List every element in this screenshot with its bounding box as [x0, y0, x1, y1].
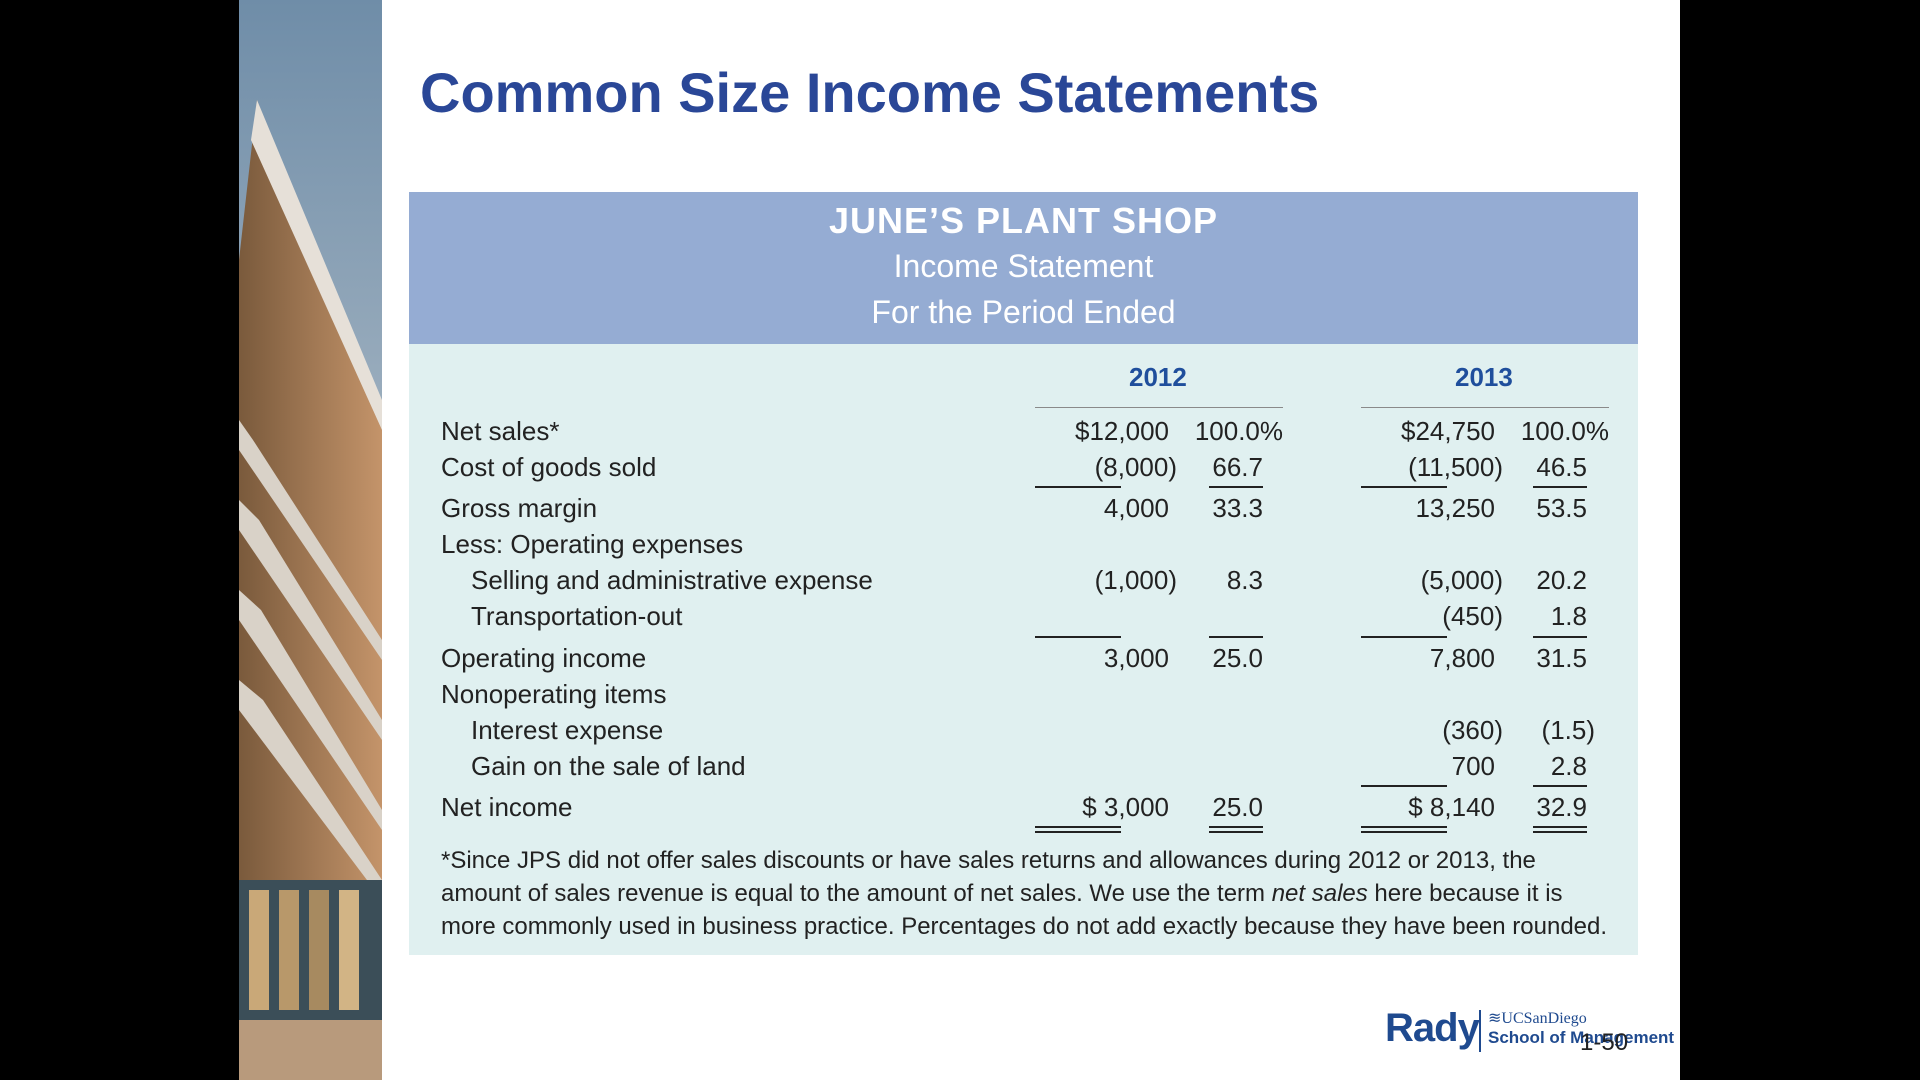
percent-2012: 8.3	[1226, 565, 1263, 595]
row-operating-expenses-heading: Less: Operating expenses	[409, 529, 1638, 563]
percent-2013: 100.0%	[1520, 416, 1609, 446]
subtotal-rule	[1533, 486, 1587, 488]
amount-2012: 3,000	[1103, 643, 1169, 673]
amount-2013: 13,250	[1415, 493, 1495, 523]
total-double-rule	[1209, 826, 1263, 833]
percent-2013: 32.9	[1536, 792, 1587, 822]
statement-header: JUNE’S PLANT SHOP Income Statement For t…	[409, 192, 1638, 344]
amount-2013: (11,500)	[1408, 452, 1503, 482]
row-gain-on-sale-of-land: Gain on the sale of land 700 2.8	[409, 751, 1638, 785]
row-label: Less: Operating expenses	[441, 529, 744, 559]
row-label: Net income	[441, 792, 573, 822]
row-label: Interest expense	[471, 715, 664, 745]
percent-2013: 46.5	[1536, 452, 1587, 482]
row-net-sales: Net sales* $12,000 100.0% $24,750 100.0%	[409, 416, 1638, 450]
row-net-income: Net income $ 3,000 25.0 $ 8,140 32.9	[409, 792, 1638, 826]
row-label: Gross margin	[441, 493, 598, 523]
percent-2013: 53.5	[1536, 493, 1587, 523]
logo-university: ≋UCSanDiego	[1488, 1008, 1587, 1028]
year-2013-header: 2013	[1455, 362, 1513, 392]
year-2013-divider	[1361, 407, 1609, 408]
subtotal-rule	[1361, 636, 1447, 638]
percent-2013: 2.8	[1550, 751, 1587, 781]
subtotal-rule	[1533, 636, 1587, 638]
amount-2012: 4,000	[1103, 493, 1169, 523]
subtotal-rule	[1035, 486, 1121, 488]
statement-name: Income Statement	[893, 248, 1154, 284]
row-label: Selling and administrative expense	[471, 565, 873, 595]
statement-body: 2012 2013 Net sales* $12,000 100.0% $24,…	[409, 344, 1638, 955]
row-interest-expense: Interest expense (360) (1.5)	[409, 715, 1638, 749]
slide-title: Common Size Income Statements	[420, 61, 1320, 124]
row-label: Operating income	[441, 643, 647, 673]
row-gross-margin: Gross margin 4,000 33.3 13,250 53.5	[409, 493, 1638, 527]
logo-university-text: UCSanDiego	[1501, 1010, 1587, 1027]
percent-2013: 20.2	[1536, 565, 1587, 595]
amount-2013: 700	[1451, 751, 1495, 781]
footnote-text: here because it is more commonly used in…	[441, 880, 1608, 940]
amount-2013: $ 8,140	[1408, 792, 1495, 822]
row-selling-admin-expense: Selling and administrative expense (1,00…	[409, 565, 1638, 599]
amount-2013: (360)	[1442, 715, 1503, 745]
building-photo	[239, 0, 382, 1080]
row-label: Transportation-out	[471, 601, 683, 631]
row-transportation-out: Transportation-out (450) 1.8	[409, 601, 1638, 635]
subtotal-rule	[1209, 636, 1263, 638]
amount-2012: $12,000	[1075, 416, 1169, 446]
amount-2013: (450)	[1442, 601, 1503, 631]
logo-brand: Rady	[1385, 1006, 1480, 1050]
year-2012-divider	[1035, 407, 1283, 408]
subtotal-rule	[1533, 785, 1587, 787]
total-double-rule	[1533, 826, 1587, 833]
row-operating-income: Operating income 3,000 25.0 7,800 31.5	[409, 643, 1638, 677]
footnote-term: net sales	[1271, 880, 1368, 907]
percent-2012: 25.0	[1212, 643, 1263, 673]
subtotal-rule	[1209, 486, 1263, 488]
row-cost-of-goods-sold: Cost of goods sold (8,000) 66.7 (11,500)…	[409, 452, 1638, 486]
amount-2012: $ 3,000	[1082, 792, 1169, 822]
statement-period: For the Period Ended	[871, 294, 1176, 330]
percent-2012: 66.7	[1212, 452, 1263, 482]
subtotal-rule	[1361, 486, 1447, 488]
total-double-rule	[1035, 826, 1121, 833]
page-number: 1-50	[1580, 1029, 1629, 1056]
amount-2012: (8,000)	[1094, 452, 1177, 482]
amount-2013: (5,000)	[1420, 565, 1503, 595]
company-name: JUNE’S PLANT SHOP	[828, 200, 1219, 241]
subtotal-rule	[1035, 636, 1121, 638]
amount-2013: $24,750	[1401, 416, 1495, 446]
percent-2013: (1.5)	[1541, 715, 1595, 745]
amount-2012: (1,000)	[1094, 565, 1177, 595]
year-2012-header: 2012	[1129, 362, 1187, 392]
statement-footnote: *Since JPS did not offer sales discounts…	[441, 844, 1616, 943]
amount-2013: 7,800	[1429, 643, 1495, 673]
row-label: Net sales*	[441, 416, 560, 446]
row-label: Cost of goods sold	[441, 452, 657, 482]
percent-2012: 33.3	[1212, 493, 1263, 523]
logo-divider	[1479, 1010, 1481, 1052]
slide: Common Size Income Statements JUNE’S PLA…	[239, 0, 1680, 1080]
subtotal-rule	[1361, 785, 1447, 787]
logo-school: School of Management	[1488, 1028, 1675, 1047]
percent-2012: 100.0%	[1194, 416, 1283, 446]
trident-icon: ≋	[1488, 1010, 1502, 1027]
row-nonoperating-items-heading: Nonoperating items	[409, 679, 1638, 713]
percent-2013: 1.8	[1550, 601, 1587, 631]
footnote-text: *Since JPS did not offer sales discounts…	[441, 847, 1536, 907]
row-label: Gain on the sale of land	[471, 751, 746, 781]
percent-2013: 31.5	[1536, 643, 1587, 673]
percent-2012: 25.0	[1212, 792, 1263, 822]
row-label: Nonoperating items	[441, 679, 667, 709]
total-double-rule	[1361, 826, 1447, 833]
